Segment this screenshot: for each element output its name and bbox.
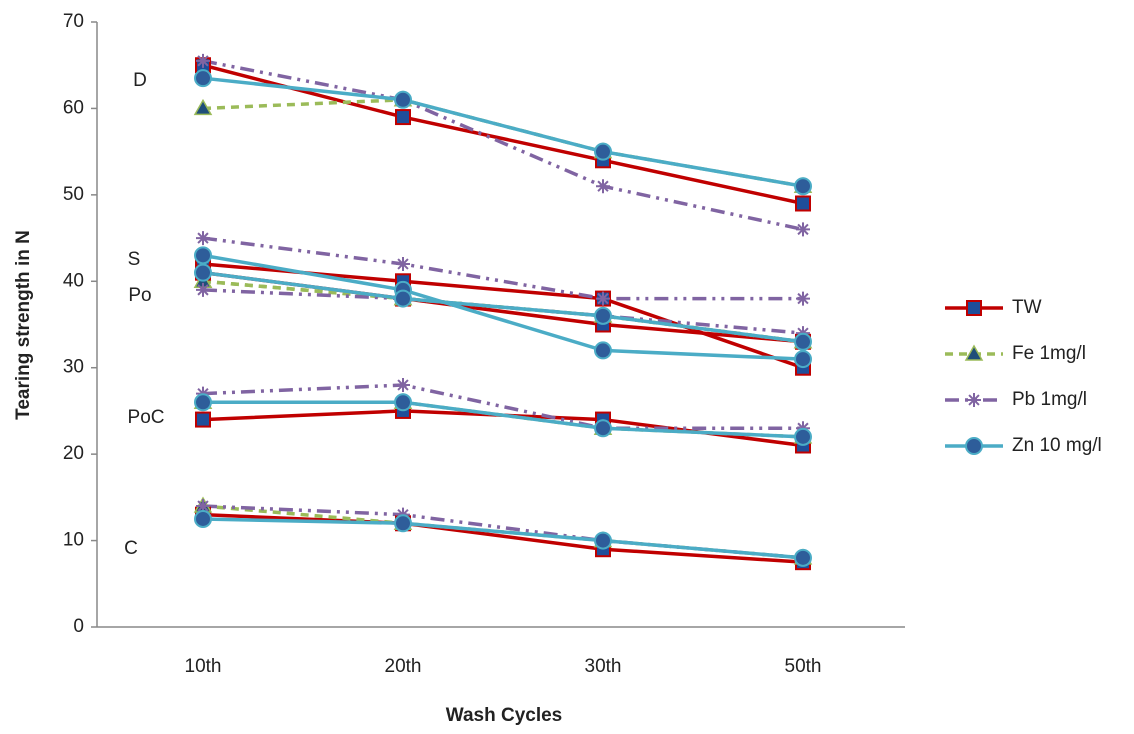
y-tick-label: 70: [63, 11, 84, 32]
marker: [194, 263, 212, 282]
y-tick-label: 50: [63, 184, 84, 205]
y-tick-label: 30: [63, 357, 84, 378]
marker: [196, 53, 210, 68]
marker: [194, 246, 212, 265]
marker: [194, 509, 212, 528]
marker: [594, 142, 612, 161]
series-line: [202, 262, 804, 370]
series-line: [202, 253, 804, 361]
marker: [594, 419, 612, 438]
marker: [394, 514, 412, 533]
series-line: [202, 517, 804, 560]
legend-label: Fe 1mg/l: [1012, 343, 1086, 364]
marker: [594, 306, 612, 325]
marker: [794, 548, 812, 567]
marker: [193, 98, 213, 116]
series-line: [203, 400, 804, 439]
marker: [594, 531, 612, 550]
marker: [394, 289, 412, 308]
marker: [196, 499, 210, 513]
y-tick-label: 10: [63, 530, 84, 551]
series-line: [202, 76, 804, 188]
series-line: [202, 63, 804, 206]
series-line: [202, 288, 804, 335]
marker: [195, 411, 211, 428]
marker: [396, 257, 410, 271]
marker: [194, 69, 212, 88]
x-axis-title: Wash Cycles: [446, 705, 563, 726]
group-label: S: [128, 249, 141, 270]
legend-label: Zn 10 mg/l: [1012, 435, 1102, 456]
marker: [395, 109, 411, 126]
x-tick-label: 10th: [185, 656, 222, 677]
y-tick-label: 40: [63, 270, 84, 291]
marker: [196, 282, 210, 297]
legend-marker: [964, 344, 984, 361]
marker: [794, 427, 812, 446]
legend-marker: [967, 393, 981, 407]
group-label: D: [133, 70, 147, 91]
group-label: C: [124, 538, 138, 559]
marker: [596, 179, 610, 194]
y-tick-label: 60: [63, 97, 84, 118]
marker: [394, 393, 412, 412]
marker: [394, 90, 412, 109]
x-tick-label: 50th: [785, 656, 822, 677]
marker: [796, 222, 810, 237]
marker: [594, 341, 612, 360]
x-tick-label: 20th: [385, 656, 422, 677]
marker: [194, 393, 212, 412]
legend-marker: [965, 437, 983, 455]
marker: [794, 350, 812, 369]
marker: [196, 231, 210, 246]
x-tick-label: 30th: [585, 656, 622, 677]
legend-label: Pb 1mg/l: [1012, 389, 1087, 410]
legend-label: TW: [1012, 297, 1042, 318]
group-label: Po: [128, 285, 151, 306]
y-tick-label: 20: [63, 443, 84, 464]
series-line: [202, 270, 804, 344]
marker: [596, 291, 610, 306]
marker: [795, 195, 811, 212]
series-line: [202, 59, 804, 232]
marker: [794, 332, 812, 351]
y-axis-title: Tearing strength in N: [13, 230, 34, 420]
marker: [796, 291, 810, 306]
series-line: [202, 236, 803, 301]
y-tick-label: 0: [73, 616, 84, 637]
series-line: [202, 383, 803, 430]
group-label: PoC: [128, 407, 165, 428]
marker: [396, 378, 410, 392]
marker: [794, 177, 812, 196]
legend-marker: [966, 300, 982, 316]
series-line: [202, 512, 804, 564]
